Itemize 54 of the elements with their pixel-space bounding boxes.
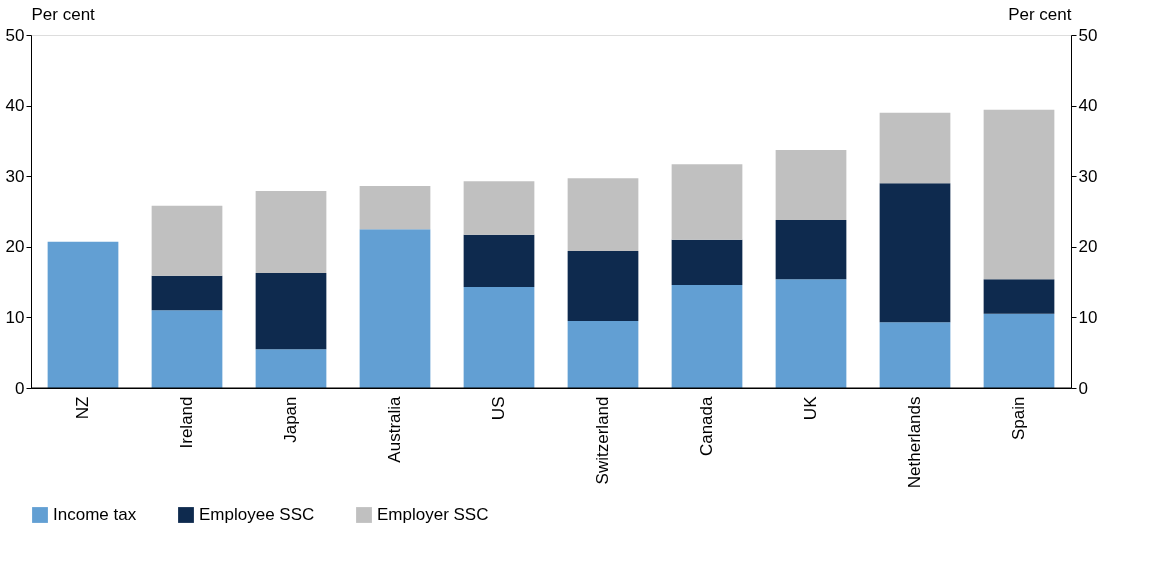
bar [775, 150, 847, 220]
bar [567, 178, 639, 252]
y-tick-label: 0 [15, 378, 25, 398]
bar [775, 219, 847, 280]
y-tick-label: 20 [5, 237, 25, 257]
x-tick-label: Canada [697, 395, 716, 457]
bar [983, 279, 1055, 314]
y-axis-title: Per cent [31, 4, 96, 24]
y2-axis-title: Per cent [1008, 4, 1072, 24]
bar [463, 287, 535, 388]
x-tick-label: Japan [281, 396, 300, 443]
bar [359, 229, 431, 388]
legend-label: Employee SSC [199, 505, 315, 524]
bar [151, 275, 223, 311]
bar [671, 164, 743, 240]
x-tick-label: Netherlands [905, 396, 924, 489]
y2-tick-label: 20 [1078, 237, 1098, 257]
bar [775, 279, 847, 388]
y2-tick-label: 0 [1078, 378, 1088, 398]
x-tick-label: Spain [1009, 396, 1028, 440]
x-tick-label: Ireland [177, 396, 196, 449]
bar [463, 234, 535, 288]
bar [671, 284, 743, 388]
bar [879, 112, 951, 184]
x-tick-label: UK [801, 395, 820, 421]
bar [671, 239, 743, 285]
y-tick-label: 10 [5, 307, 25, 327]
y2-tick-label: 40 [1078, 96, 1098, 116]
bar [151, 310, 223, 388]
y-tick-label: 50 [5, 25, 25, 45]
bar [151, 205, 223, 276]
bar [567, 251, 639, 321]
legend-label: Employer SSC [377, 505, 489, 524]
bar [983, 109, 1055, 280]
bar [359, 186, 431, 230]
legend-label: Income tax [53, 505, 137, 524]
bar [983, 313, 1055, 388]
y-tick-label: 40 [5, 96, 25, 116]
bar [47, 241, 119, 388]
bar [463, 181, 535, 235]
bar [255, 191, 327, 273]
bar [255, 272, 327, 350]
x-tick-label: NZ [73, 396, 92, 420]
bar [255, 349, 327, 388]
x-tick-label: Australia [385, 395, 404, 463]
y2-tick-label: 30 [1078, 166, 1098, 186]
x-tick-label: US [489, 396, 508, 421]
bar [879, 183, 951, 323]
bar [879, 322, 951, 388]
y2-tick-label: 10 [1078, 307, 1098, 327]
bar [567, 320, 639, 388]
y-tick-label: 30 [5, 166, 25, 186]
y2-tick-label: 50 [1078, 25, 1098, 45]
x-tick-label: Switzerland [593, 396, 612, 485]
